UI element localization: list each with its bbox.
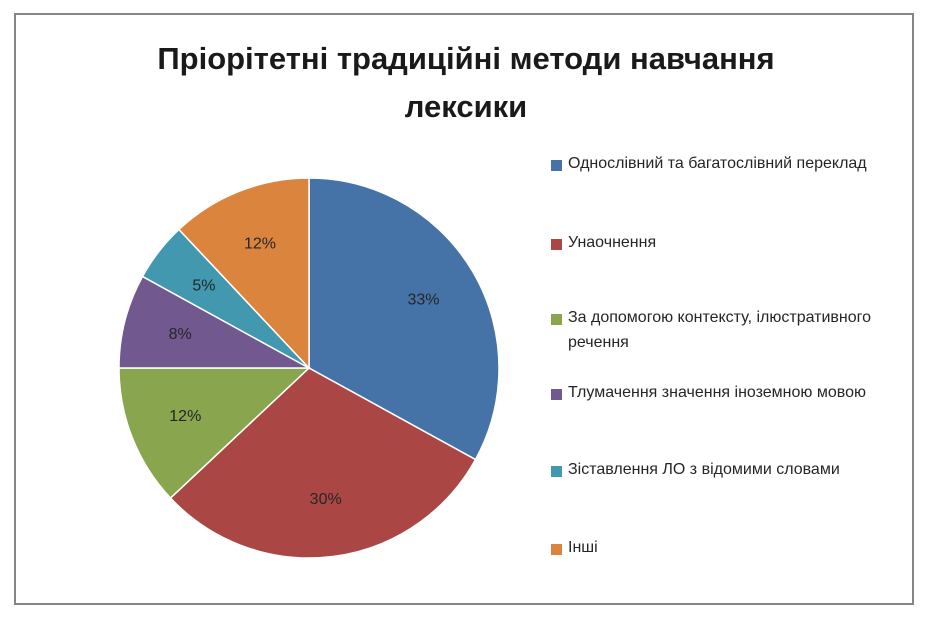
legend-item: Однослівний та багатослівний переклад bbox=[551, 155, 901, 176]
legend-label: За допомогою контексту, ілюстративного р… bbox=[568, 309, 872, 351]
slice-value-label: 12% bbox=[169, 408, 201, 425]
legend-swatch bbox=[551, 160, 562, 171]
slice-value-label: 12% bbox=[244, 236, 276, 253]
legend-label: Унаочнення bbox=[568, 234, 657, 251]
legend-label: Інші bbox=[568, 539, 598, 556]
legend-label: Зіставлення ЛО з відомими словами bbox=[568, 461, 840, 478]
legend-swatch bbox=[551, 239, 562, 250]
pie-chart: 33% 30% 12% 8% 5% 12% bbox=[118, 177, 500, 559]
legend-item: Інші bbox=[551, 539, 901, 560]
slice-value-label: 30% bbox=[310, 491, 342, 508]
legend-label: Однослівний та багатослівний переклад bbox=[568, 155, 867, 172]
legend-swatch bbox=[551, 544, 562, 555]
legend-swatch bbox=[551, 466, 562, 477]
legend-swatch bbox=[551, 389, 562, 400]
legend-swatch bbox=[551, 314, 562, 325]
chart-area: Пріорітетні традиційні методи навчання ле… bbox=[14, 13, 914, 605]
pie-slice bbox=[177, 177, 310, 370]
slice-value-label: 33% bbox=[407, 292, 439, 309]
chart-title: Пріорітетні традиційні методи навчання ле… bbox=[157, 41, 775, 124]
legend-item: Тлумачення значення іноземною мовою bbox=[551, 384, 901, 405]
pie-slice bbox=[118, 275, 310, 369]
pie-slice bbox=[308, 177, 500, 461]
legend-label: Тлумачення значення іноземною мовою bbox=[568, 384, 866, 401]
legend-item: Зіставлення ЛО з відомими словами bbox=[551, 461, 901, 482]
legend-item: Унаочнення bbox=[551, 234, 901, 255]
slice-value-label: 8% bbox=[169, 326, 192, 343]
legend-item: За допомогою контексту, ілюстративного р… bbox=[551, 309, 901, 355]
pie-slice bbox=[118, 367, 311, 500]
pie-slice bbox=[169, 367, 477, 559]
slice-value-label: 5% bbox=[192, 278, 215, 295]
